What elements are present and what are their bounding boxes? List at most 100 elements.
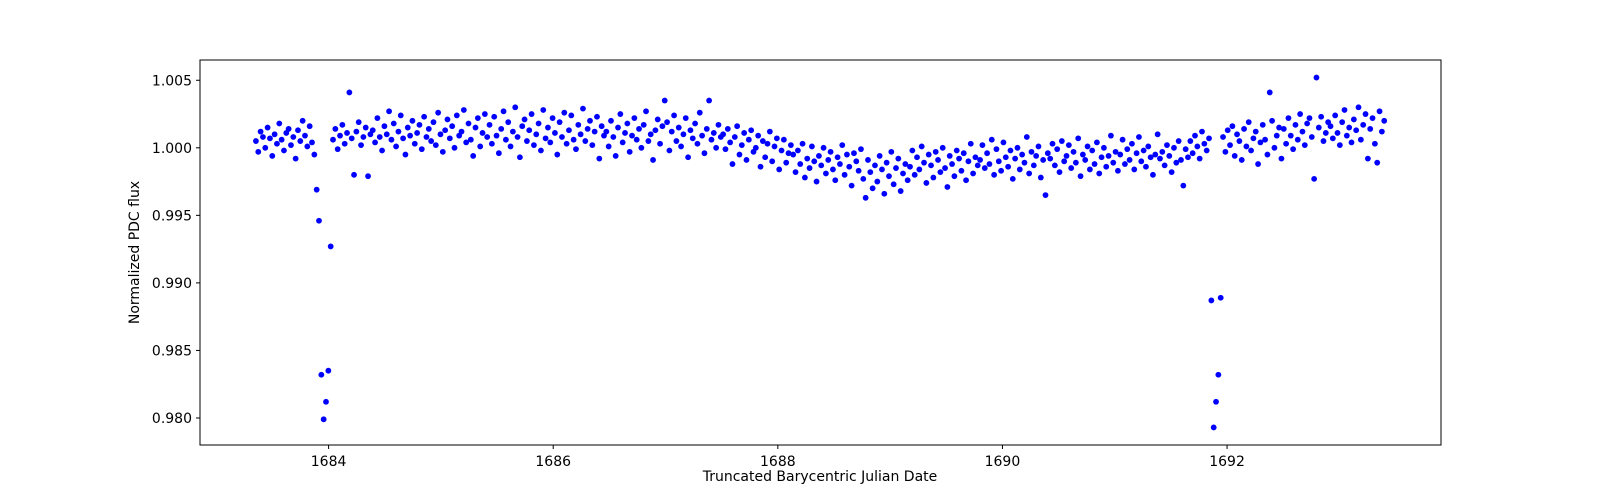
data-point xyxy=(710,130,717,136)
data-point xyxy=(421,113,428,120)
data-point xyxy=(1224,127,1231,134)
data-point xyxy=(1175,138,1182,144)
data-point xyxy=(379,147,385,154)
data-point xyxy=(451,144,458,151)
data-point xyxy=(269,153,276,159)
data-point xyxy=(561,109,568,116)
data-point xyxy=(851,150,857,157)
data-point xyxy=(661,97,668,104)
data-point xyxy=(1196,155,1203,162)
data-point xyxy=(853,158,860,165)
data-point xyxy=(1009,175,1016,182)
data-point xyxy=(1016,166,1023,173)
data-point xyxy=(736,151,743,158)
data-point xyxy=(330,136,336,143)
data-point xyxy=(869,185,876,192)
data-point xyxy=(680,131,687,138)
data-point xyxy=(1238,157,1245,163)
data-point xyxy=(1082,157,1089,163)
data-point xyxy=(1199,128,1205,135)
data-point xyxy=(495,150,502,157)
data-point xyxy=(1154,131,1161,138)
data-point xyxy=(755,132,762,139)
data-point xyxy=(355,119,362,126)
data-point xyxy=(811,158,818,165)
data-point xyxy=(519,123,526,130)
data-point xyxy=(867,169,874,176)
scatter-points xyxy=(253,74,1388,431)
data-point xyxy=(921,159,927,166)
data-point xyxy=(1096,170,1103,177)
data-point xyxy=(937,169,944,176)
data-point xyxy=(1236,138,1243,144)
data-point xyxy=(1098,154,1105,161)
data-point xyxy=(1201,140,1208,147)
data-point xyxy=(1185,154,1191,161)
data-point xyxy=(722,146,729,153)
data-point xyxy=(930,174,937,181)
x-tick-label: 1692 xyxy=(1209,454,1245,470)
data-point xyxy=(1129,140,1135,147)
data-point xyxy=(1287,132,1294,139)
data-point xyxy=(687,127,694,134)
data-point xyxy=(1079,151,1086,158)
data-point xyxy=(818,162,825,169)
data-point xyxy=(568,112,575,119)
data-point xyxy=(372,139,378,146)
data-point xyxy=(909,147,916,154)
data-point xyxy=(1315,124,1322,131)
data-point xyxy=(1086,166,1093,173)
data-point xyxy=(437,131,444,138)
data-point xyxy=(907,163,913,170)
data-point xyxy=(731,134,738,140)
data-point xyxy=(1301,142,1308,149)
data-point xyxy=(531,142,537,149)
data-point xyxy=(1259,121,1266,128)
data-point xyxy=(792,169,799,176)
data-point xyxy=(638,144,645,151)
data-point xyxy=(297,138,304,144)
data-point xyxy=(577,131,584,138)
data-point xyxy=(442,127,449,134)
data-point xyxy=(1152,151,1159,158)
data-point xyxy=(629,132,635,139)
data-point xyxy=(1329,135,1336,142)
data-point xyxy=(626,148,633,155)
data-point xyxy=(1213,398,1219,405)
data-point xyxy=(1143,163,1149,170)
data-point xyxy=(675,124,682,131)
data-point xyxy=(647,131,654,138)
data-point xyxy=(1367,125,1374,132)
data-point xyxy=(409,117,416,124)
data-point xyxy=(965,158,972,165)
data-point xyxy=(860,175,867,182)
data-point xyxy=(724,125,731,132)
data-point xyxy=(502,136,509,143)
data-point xyxy=(260,134,266,140)
data-point xyxy=(979,142,986,149)
data-point xyxy=(787,142,794,149)
data-point xyxy=(1269,117,1275,124)
data-point xyxy=(1131,166,1138,173)
data-point xyxy=(432,142,439,149)
data-point xyxy=(762,154,769,161)
data-point xyxy=(816,153,822,159)
data-point xyxy=(1376,108,1383,115)
y-tick-label: 0.980 xyxy=(152,411,192,427)
data-point xyxy=(652,127,659,134)
data-point xyxy=(897,188,904,194)
data-point xyxy=(1042,192,1049,198)
data-point xyxy=(535,120,542,127)
data-point xyxy=(664,119,670,126)
data-point xyxy=(360,134,367,140)
data-point xyxy=(1234,131,1240,138)
data-point xyxy=(745,136,752,143)
data-point xyxy=(545,124,551,131)
data-point xyxy=(1112,148,1119,155)
x-axis-label: Truncated Barycentric Julian Date xyxy=(702,469,938,485)
data-point xyxy=(1222,148,1229,155)
data-point xyxy=(659,123,666,130)
data-point xyxy=(771,143,778,150)
data-point xyxy=(799,140,806,147)
data-point xyxy=(1252,128,1259,135)
